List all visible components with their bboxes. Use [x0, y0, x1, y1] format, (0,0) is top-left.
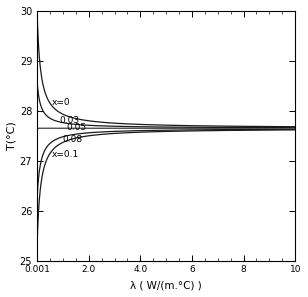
Text: 0.05: 0.05: [66, 123, 86, 132]
X-axis label: λ ( W/(m.°C) ): λ ( W/(m.°C) ): [130, 280, 202, 290]
Y-axis label: T(°C): T(°C): [7, 121, 17, 150]
Text: 0.03: 0.03: [59, 116, 80, 125]
Text: 0.08: 0.08: [62, 135, 82, 144]
Text: x=0: x=0: [52, 98, 71, 107]
Text: x=0.1: x=0.1: [52, 150, 79, 159]
